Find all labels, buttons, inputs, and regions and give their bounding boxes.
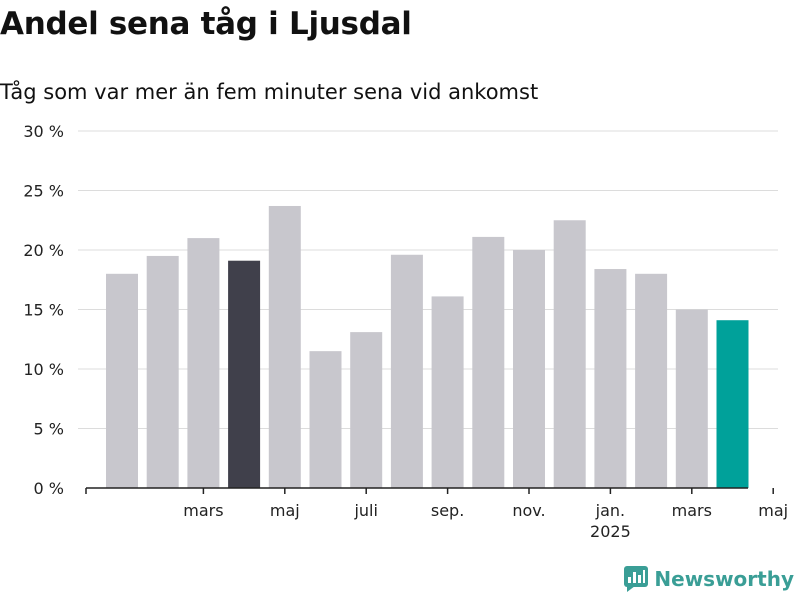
x-tick-label: juli xyxy=(353,501,377,520)
brand-name: Newsworthy xyxy=(654,567,794,591)
newsworthy-logo-icon xyxy=(624,566,649,592)
bar xyxy=(309,351,342,488)
x-tick-label: mars xyxy=(183,501,223,520)
bar xyxy=(553,220,586,488)
bar xyxy=(513,250,545,488)
x-tick-label: mars xyxy=(672,501,712,520)
bar xyxy=(635,273,668,488)
x-axis xyxy=(85,487,774,494)
x-axis-labels: mars maj juli sep. nov. jan. 2025 mars maj xyxy=(183,501,788,541)
x-tick-label: sep. xyxy=(431,501,464,520)
x-tick-label: nov. xyxy=(512,501,545,520)
y-tick-label: 25 % xyxy=(23,182,64,201)
y-axis-labels: 0 % 5 % 10 % 15 % 20 % 25 % 30 % xyxy=(23,122,64,498)
bar xyxy=(431,296,464,488)
y-tick-label: 5 % xyxy=(34,420,64,439)
bar xyxy=(268,205,301,488)
chart-title: Andel sena tåg i Ljusdal xyxy=(0,6,412,42)
y-tick-label: 20 % xyxy=(23,241,64,260)
chart-subtitle: Tåg som var mer än fem minuter sena vid … xyxy=(0,80,539,104)
bar xyxy=(187,238,220,488)
y-tick-label: 0 % xyxy=(34,479,64,498)
bar xyxy=(146,255,179,488)
bar xyxy=(716,320,749,488)
y-tick-label: 10 % xyxy=(23,360,64,379)
bar xyxy=(350,332,383,488)
x-tick-year-label: 2025 xyxy=(590,522,631,541)
bar xyxy=(390,254,423,488)
bar xyxy=(106,273,138,488)
newsworthy-brand: Newsworthy xyxy=(624,566,794,592)
y-tick-label: 15 % xyxy=(23,301,64,320)
x-tick-label: maj xyxy=(758,501,788,520)
grid-lines xyxy=(78,130,778,429)
x-tick-label: jan. xyxy=(595,501,625,520)
x-tick-label: maj xyxy=(270,501,300,520)
bar xyxy=(675,309,708,488)
y-tick-label: 30 % xyxy=(23,122,64,141)
bar xyxy=(594,269,627,488)
bars xyxy=(106,205,749,488)
bar xyxy=(472,236,505,488)
bar xyxy=(228,260,261,488)
